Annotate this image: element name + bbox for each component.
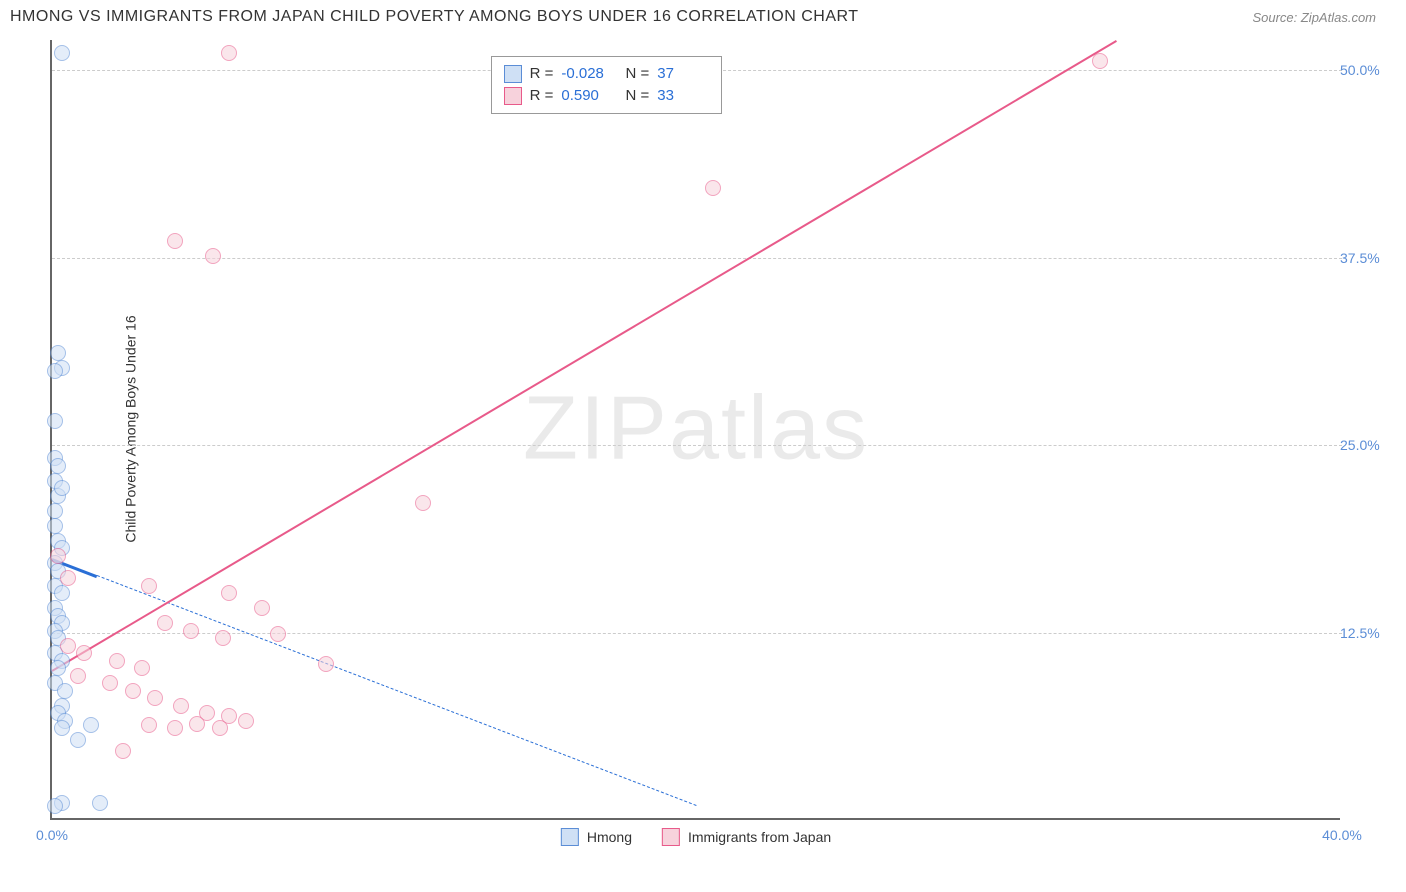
data-point: [109, 653, 125, 669]
page-title: HMONG VS IMMIGRANTS FROM JAPAN CHILD POV…: [10, 8, 859, 26]
data-point: [318, 656, 334, 672]
data-point: [50, 345, 66, 361]
data-point: [70, 668, 86, 684]
data-point: [92, 795, 108, 811]
data-point: [47, 363, 63, 379]
data-point: [134, 660, 150, 676]
data-point: [47, 798, 63, 814]
data-point: [47, 503, 63, 519]
data-point: [50, 660, 66, 676]
stats-row: R = -0.028 N = 37: [504, 63, 710, 85]
data-point: [76, 645, 92, 661]
data-point: [173, 698, 189, 714]
plot-area: ZIPatlas Child Poverty Among Boys Under …: [50, 40, 1340, 820]
stat-n-label: N =: [621, 65, 649, 82]
stat-r-label: R =: [530, 87, 554, 104]
data-point: [54, 45, 70, 61]
data-point: [157, 615, 173, 631]
data-point: [147, 690, 163, 706]
y-tick-label: 50.0%: [1340, 62, 1390, 78]
data-point: [205, 248, 221, 264]
y-axis-label: Child Poverty Among Boys Under 16: [123, 315, 139, 542]
data-point: [54, 585, 70, 601]
data-point: [47, 518, 63, 534]
legend-item: Hmong: [561, 828, 632, 846]
data-point: [189, 716, 205, 732]
legend-item: Immigrants from Japan: [662, 828, 831, 846]
data-point: [102, 675, 118, 691]
y-tick-label: 25.0%: [1340, 437, 1390, 453]
legend-swatch: [561, 828, 579, 846]
data-point: [167, 720, 183, 736]
trend-line-dashed: [97, 575, 697, 806]
data-point: [705, 180, 721, 196]
stats-legend: R = -0.028 N = 37 R = 0.590 N = 33: [491, 56, 723, 114]
data-point: [60, 570, 76, 586]
y-tick-label: 12.5%: [1340, 625, 1390, 641]
y-tick-label: 37.5%: [1340, 250, 1390, 266]
stats-row: R = 0.590 N = 33: [504, 85, 710, 107]
gridline: [52, 258, 1342, 259]
stat-r-value: -0.028: [561, 65, 613, 82]
data-point: [221, 585, 237, 601]
data-point: [141, 578, 157, 594]
source-attribution: Source: ZipAtlas.com: [1252, 10, 1376, 25]
data-point: [141, 717, 157, 733]
bottom-legend: Hmong Immigrants from Japan: [561, 828, 831, 846]
stat-n-value: 33: [657, 87, 709, 104]
data-point: [183, 623, 199, 639]
data-point: [1092, 53, 1108, 69]
correlation-chart: ZIPatlas Child Poverty Among Boys Under …: [50, 40, 1390, 850]
legend-label: Immigrants from Japan: [688, 829, 831, 845]
stat-r-label: R =: [530, 65, 554, 82]
data-point: [238, 713, 254, 729]
series-swatch: [504, 65, 522, 83]
data-point: [125, 683, 141, 699]
stat-n-value: 37: [657, 65, 709, 82]
data-point: [54, 720, 70, 736]
data-point: [115, 743, 131, 759]
stat-r-value: 0.590: [561, 87, 613, 104]
data-point: [167, 233, 183, 249]
data-point: [60, 638, 76, 654]
data-point: [270, 626, 286, 642]
data-point: [215, 630, 231, 646]
data-point: [50, 548, 66, 564]
legend-label: Hmong: [587, 829, 632, 845]
watermark: ZIPatlas: [523, 378, 869, 481]
data-point: [47, 413, 63, 429]
x-tick-label: 0.0%: [36, 827, 68, 843]
data-point: [50, 458, 66, 474]
legend-swatch: [662, 828, 680, 846]
x-tick-label: 40.0%: [1322, 827, 1362, 843]
gridline: [52, 445, 1342, 446]
data-point: [57, 683, 73, 699]
data-point: [254, 600, 270, 616]
data-point: [54, 480, 70, 496]
stat-n-label: N =: [621, 87, 649, 104]
data-point: [83, 717, 99, 733]
data-point: [70, 732, 86, 748]
trend-line: [51, 40, 1116, 672]
data-point: [212, 720, 228, 736]
series-swatch: [504, 87, 522, 105]
data-point: [221, 45, 237, 61]
data-point: [415, 495, 431, 511]
